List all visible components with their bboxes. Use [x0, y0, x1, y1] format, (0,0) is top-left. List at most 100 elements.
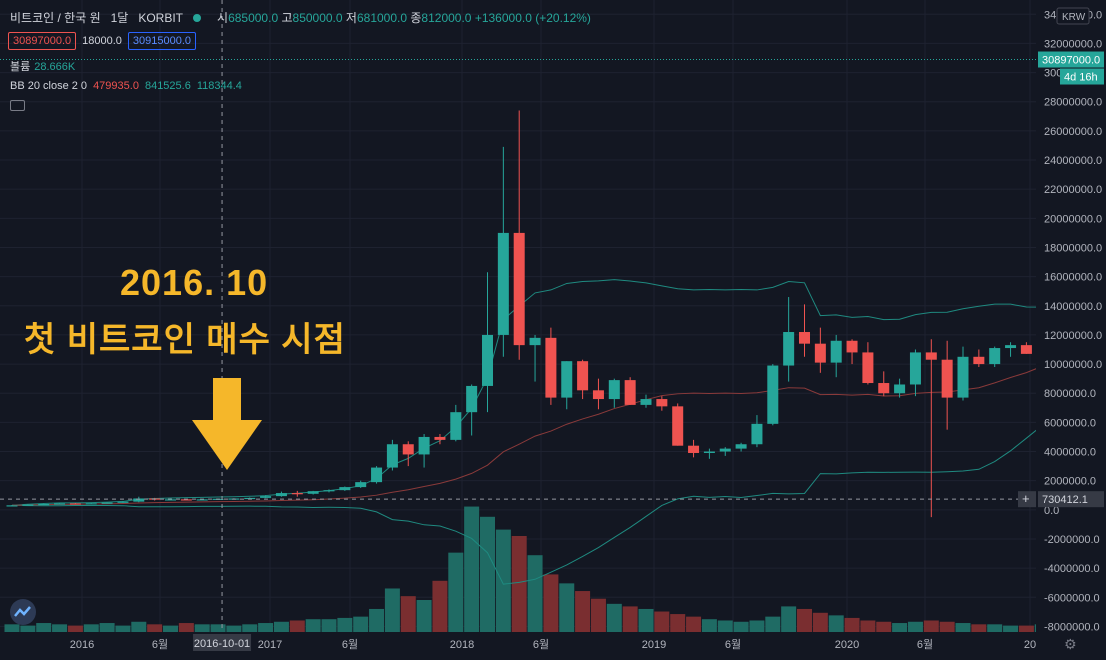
volume-bar: [638, 608, 654, 632]
y-tick-label: 18000000.0: [1044, 242, 1102, 254]
candle: [133, 498, 145, 502]
volume-bar: [543, 574, 559, 632]
x-tick-label: 2017: [258, 639, 282, 651]
candle: [291, 493, 303, 495]
candle: [386, 444, 398, 468]
volume-legend[interactable]: 볼륨 28.666K: [10, 58, 75, 74]
volume-bar: [147, 624, 163, 632]
close-value: 812000.0: [421, 11, 472, 25]
volume-bar: [480, 516, 495, 632]
y-tick-label: -2000000.0: [1044, 534, 1100, 546]
annotation-arrow-shaft: [213, 378, 241, 422]
volume-label: 볼륨: [10, 61, 31, 73]
volume-bar: [242, 624, 258, 632]
candle: [672, 406, 684, 446]
x-tick-label: 6월: [917, 638, 933, 651]
candle: [973, 356, 985, 365]
volume-bar: [923, 620, 939, 632]
overlay: +730412.1: [0, 0, 1104, 632]
candle: [355, 482, 367, 488]
currency-badge-text: KRW: [1062, 12, 1086, 23]
volume-bar: [1003, 625, 1019, 632]
ohlc-values: 시685000.0 고850000.0 저681000.0 종812000.0 …: [217, 9, 591, 26]
volume-bar: [163, 625, 178, 632]
volume-bar: [36, 623, 52, 632]
open-value: 685000.0: [228, 11, 279, 25]
last-price-badge: [1038, 51, 1104, 68]
candle: [925, 352, 937, 360]
volume-bar: [131, 621, 147, 632]
volume-bar: [194, 624, 210, 632]
annotation-date: 2016. 10: [120, 262, 269, 303]
candle: [909, 352, 921, 385]
volume-bar: [575, 591, 591, 632]
volume-bar: [52, 624, 68, 632]
volume-bar: [860, 620, 876, 632]
candle: [592, 390, 604, 400]
bb-legend[interactable]: BB 20 close 2 0 479935.0 841525.6 118344.4: [10, 80, 242, 92]
volume-bar: [273, 621, 289, 632]
volume-bar: [448, 552, 464, 632]
volume-bar: [654, 611, 670, 632]
buy-button[interactable]: 30915000.0: [127, 32, 197, 50]
candle: [260, 496, 272, 498]
y-tick-label: -8000000.0: [1044, 621, 1100, 633]
high-label: 고: [281, 11, 293, 25]
candle: [719, 448, 731, 452]
volume-bars: [4, 506, 1106, 632]
tradingview-logo-icon[interactable]: [10, 599, 36, 625]
volume-bar: [464, 506, 480, 632]
candle: [22, 504, 34, 506]
collapse-legend-icon[interactable]: [10, 100, 25, 111]
volume-bar: [258, 623, 274, 632]
volume-bar: [4, 624, 20, 632]
spread-value: 18000.0: [82, 35, 122, 47]
volume-bar: [590, 598, 606, 632]
volume-bar: [606, 603, 622, 632]
candle: [656, 399, 668, 407]
y-tick-label: -4000000.0: [1044, 563, 1100, 575]
countdown-text: 4d 16h: [1064, 72, 1098, 84]
candle: [117, 501, 129, 503]
candle: [54, 503, 66, 505]
time-axis-bg: [0, 632, 1106, 660]
crosshair-date-text: 2016-10-01: [194, 638, 250, 650]
crosshair-date-badge: [193, 634, 252, 651]
sell-button[interactable]: 30897000.0: [8, 32, 77, 50]
plus-icon: +: [1022, 491, 1030, 506]
volume-bar: [892, 623, 908, 632]
candle: [165, 499, 176, 501]
volume-bar: [178, 623, 194, 632]
candle: [799, 332, 810, 344]
crosshair-price-badge: [1038, 491, 1104, 508]
volume-bar: [353, 616, 369, 632]
candle: [371, 467, 383, 483]
candle: [751, 423, 763, 445]
x-tick-label: 2018: [450, 639, 474, 651]
candle: [862, 352, 874, 384]
settings-gear-icon[interactable]: ⚙: [1064, 636, 1077, 652]
interval-label[interactable]: 1달: [110, 11, 129, 25]
volume-bar: [971, 624, 987, 632]
change-value: +136000.0 (+20.12%): [474, 11, 591, 25]
time-axis[interactable]: 2016 6월 2017 6월 2018 6월 2019 6월 2020 6월 20 2016-10-…: [0, 632, 1106, 660]
volume-bar: [305, 619, 321, 632]
symbol-name[interactable]: 비트코인 / 한국 원: [10, 11, 101, 25]
bb-upper-line: [11, 279, 1106, 506]
y-tick-label: 14000000.0: [1044, 301, 1102, 313]
symbol-header[interactable]: 비트코인 / 한국 원 1달 KORBIT 시685000.0 고850000.…: [10, 9, 591, 26]
volume-bar: [495, 529, 511, 632]
price-axis-bg: [1036, 0, 1106, 660]
candle: [402, 444, 414, 455]
candle: [180, 499, 192, 501]
volume-bar: [321, 619, 337, 632]
candle: [735, 444, 747, 449]
volume-bar: [1018, 625, 1034, 632]
bb-label: BB 20 close 2 0: [10, 80, 88, 92]
candle: [608, 380, 620, 400]
candle: [830, 340, 842, 363]
volume-bar: [210, 624, 226, 632]
volume-bar: [384, 588, 400, 632]
